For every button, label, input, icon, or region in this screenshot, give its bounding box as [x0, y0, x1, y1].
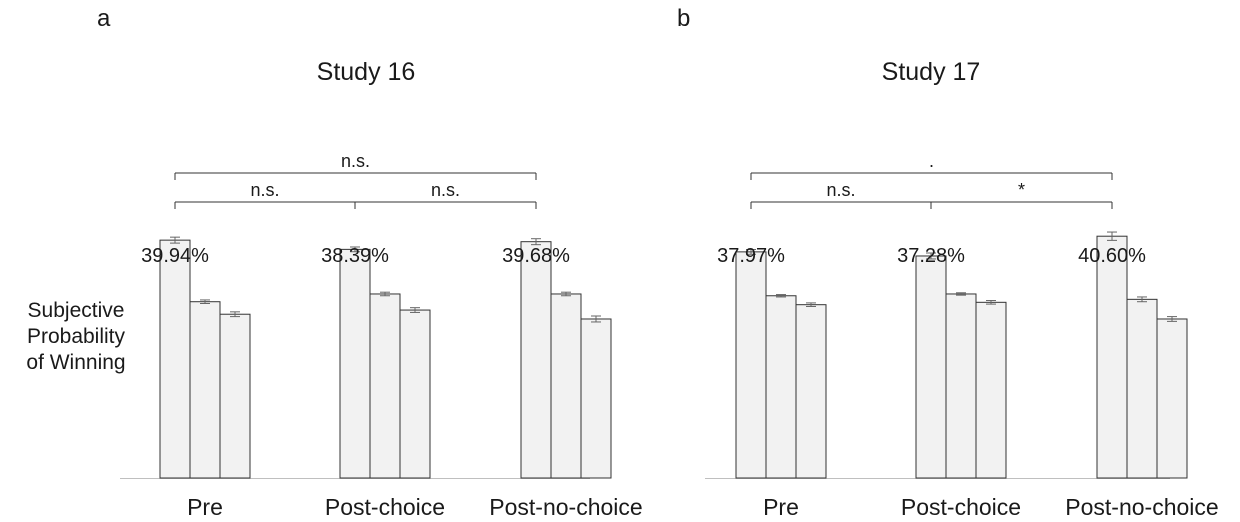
bar-b-2-0: [1096, 235, 1128, 479]
value-label-a-0: 39.94%: [141, 245, 209, 267]
significance-label-b-1: *: [1018, 180, 1025, 200]
bar-a-2-1: [550, 293, 582, 479]
x-tick-label-a-1: Post-choice: [325, 494, 445, 520]
x-tick-label-b-0: Pre: [763, 494, 799, 520]
value-label-a-2: 39.68%: [502, 245, 570, 267]
bar-a-0-2: [219, 313, 251, 479]
bar-b-1-0: [915, 255, 947, 479]
value-label-a-1: 38.39%: [321, 245, 389, 267]
value-label-b-1: 37.28%: [897, 245, 965, 267]
y-axis-label-line-2: Probability: [26, 325, 126, 348]
bar-a-1-0: [339, 248, 371, 479]
panel-letter-b: b: [677, 5, 691, 32]
x-tick-label-b-1: Post-choice: [901, 494, 1021, 520]
x-tick-label-a-0: Pre: [187, 494, 223, 520]
bar-a-2-0: [520, 241, 552, 479]
bar-a-2-2: [580, 318, 612, 479]
bar-b-1-1: [945, 293, 977, 479]
y-axis-label-line-3: of Winning: [26, 351, 126, 374]
bar-a-1-2: [399, 309, 431, 479]
value-label-b-0: 37.97%: [717, 245, 785, 267]
bar-a-0-0: [159, 239, 191, 479]
significance-label-a-0: n.s.: [250, 180, 279, 200]
significance-label-b-2: .: [929, 151, 934, 171]
bar-b-2-2: [1156, 318, 1188, 479]
value-label-b-2: 40.60%: [1078, 245, 1146, 267]
chart-title-study-17: Study 17: [881, 58, 981, 86]
x-tick-label-b-2: Post-no-choice: [1065, 494, 1218, 520]
y-axis-label: Subjective Probability of Winning: [0, 298, 152, 376]
chart-title-study-16: Study 16: [316, 58, 416, 86]
bar-b-2-1: [1126, 298, 1158, 479]
bar-b-0-1: [765, 295, 797, 479]
significance-label-a-2: n.s.: [341, 151, 370, 171]
x-tick-label-a-2: Post-no-choice: [489, 494, 642, 520]
bar-b-0-0: [735, 251, 767, 479]
significance-label-a-1: n.s.: [431, 180, 460, 200]
bar-a-1-1: [369, 293, 401, 479]
panel-letter-a: a: [97, 5, 111, 32]
bar-b-1-2: [975, 301, 1007, 479]
y-axis-label-line-1: Subjective: [27, 299, 125, 322]
bar-a-0-1: [189, 301, 221, 479]
significance-label-b-0: n.s.: [826, 180, 855, 200]
bar-b-0-2: [795, 304, 827, 479]
